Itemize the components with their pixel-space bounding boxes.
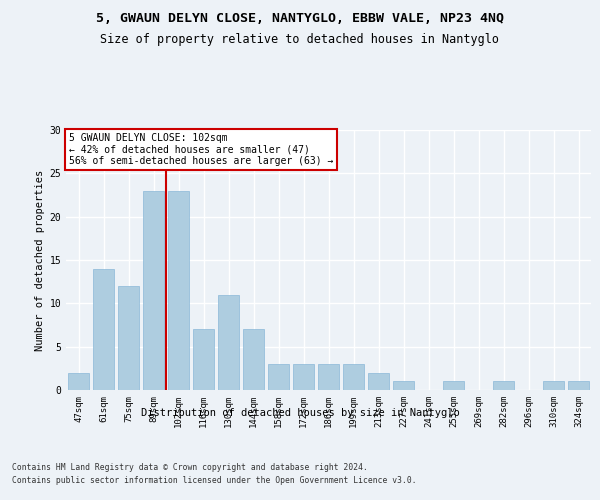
Bar (193, 330, 214, 390)
Bar (218, 294, 239, 390)
Bar (368, 372, 389, 390)
Bar (493, 382, 514, 390)
Bar (243, 330, 264, 390)
Bar (343, 364, 364, 390)
Text: 5 GWAUN DELYN CLOSE: 102sqm
← 42% of detached houses are smaller (47)
56% of sem: 5 GWAUN DELYN CLOSE: 102sqm ← 42% of det… (68, 132, 333, 166)
Bar (443, 382, 464, 390)
Bar (568, 382, 589, 390)
Bar (293, 364, 314, 390)
Bar (93, 268, 114, 390)
Text: Contains HM Land Registry data © Crown copyright and database right 2024.: Contains HM Land Registry data © Crown c… (12, 462, 368, 471)
Y-axis label: Number of detached properties: Number of detached properties (35, 170, 45, 350)
Bar (543, 382, 564, 390)
Bar (318, 364, 339, 390)
Bar (268, 364, 289, 390)
Text: Contains public sector information licensed under the Open Government Licence v3: Contains public sector information licen… (12, 476, 416, 485)
Bar (168, 190, 189, 390)
Text: 5, GWAUN DELYN CLOSE, NANTYGLO, EBBW VALE, NP23 4NQ: 5, GWAUN DELYN CLOSE, NANTYGLO, EBBW VAL… (96, 12, 504, 26)
Bar (68, 372, 89, 390)
Bar (118, 286, 139, 390)
Bar (143, 190, 164, 390)
Bar (393, 382, 414, 390)
Text: Distribution of detached houses by size in Nantyglo: Distribution of detached houses by size … (140, 408, 460, 418)
Text: Size of property relative to detached houses in Nantyglo: Size of property relative to detached ho… (101, 32, 499, 46)
